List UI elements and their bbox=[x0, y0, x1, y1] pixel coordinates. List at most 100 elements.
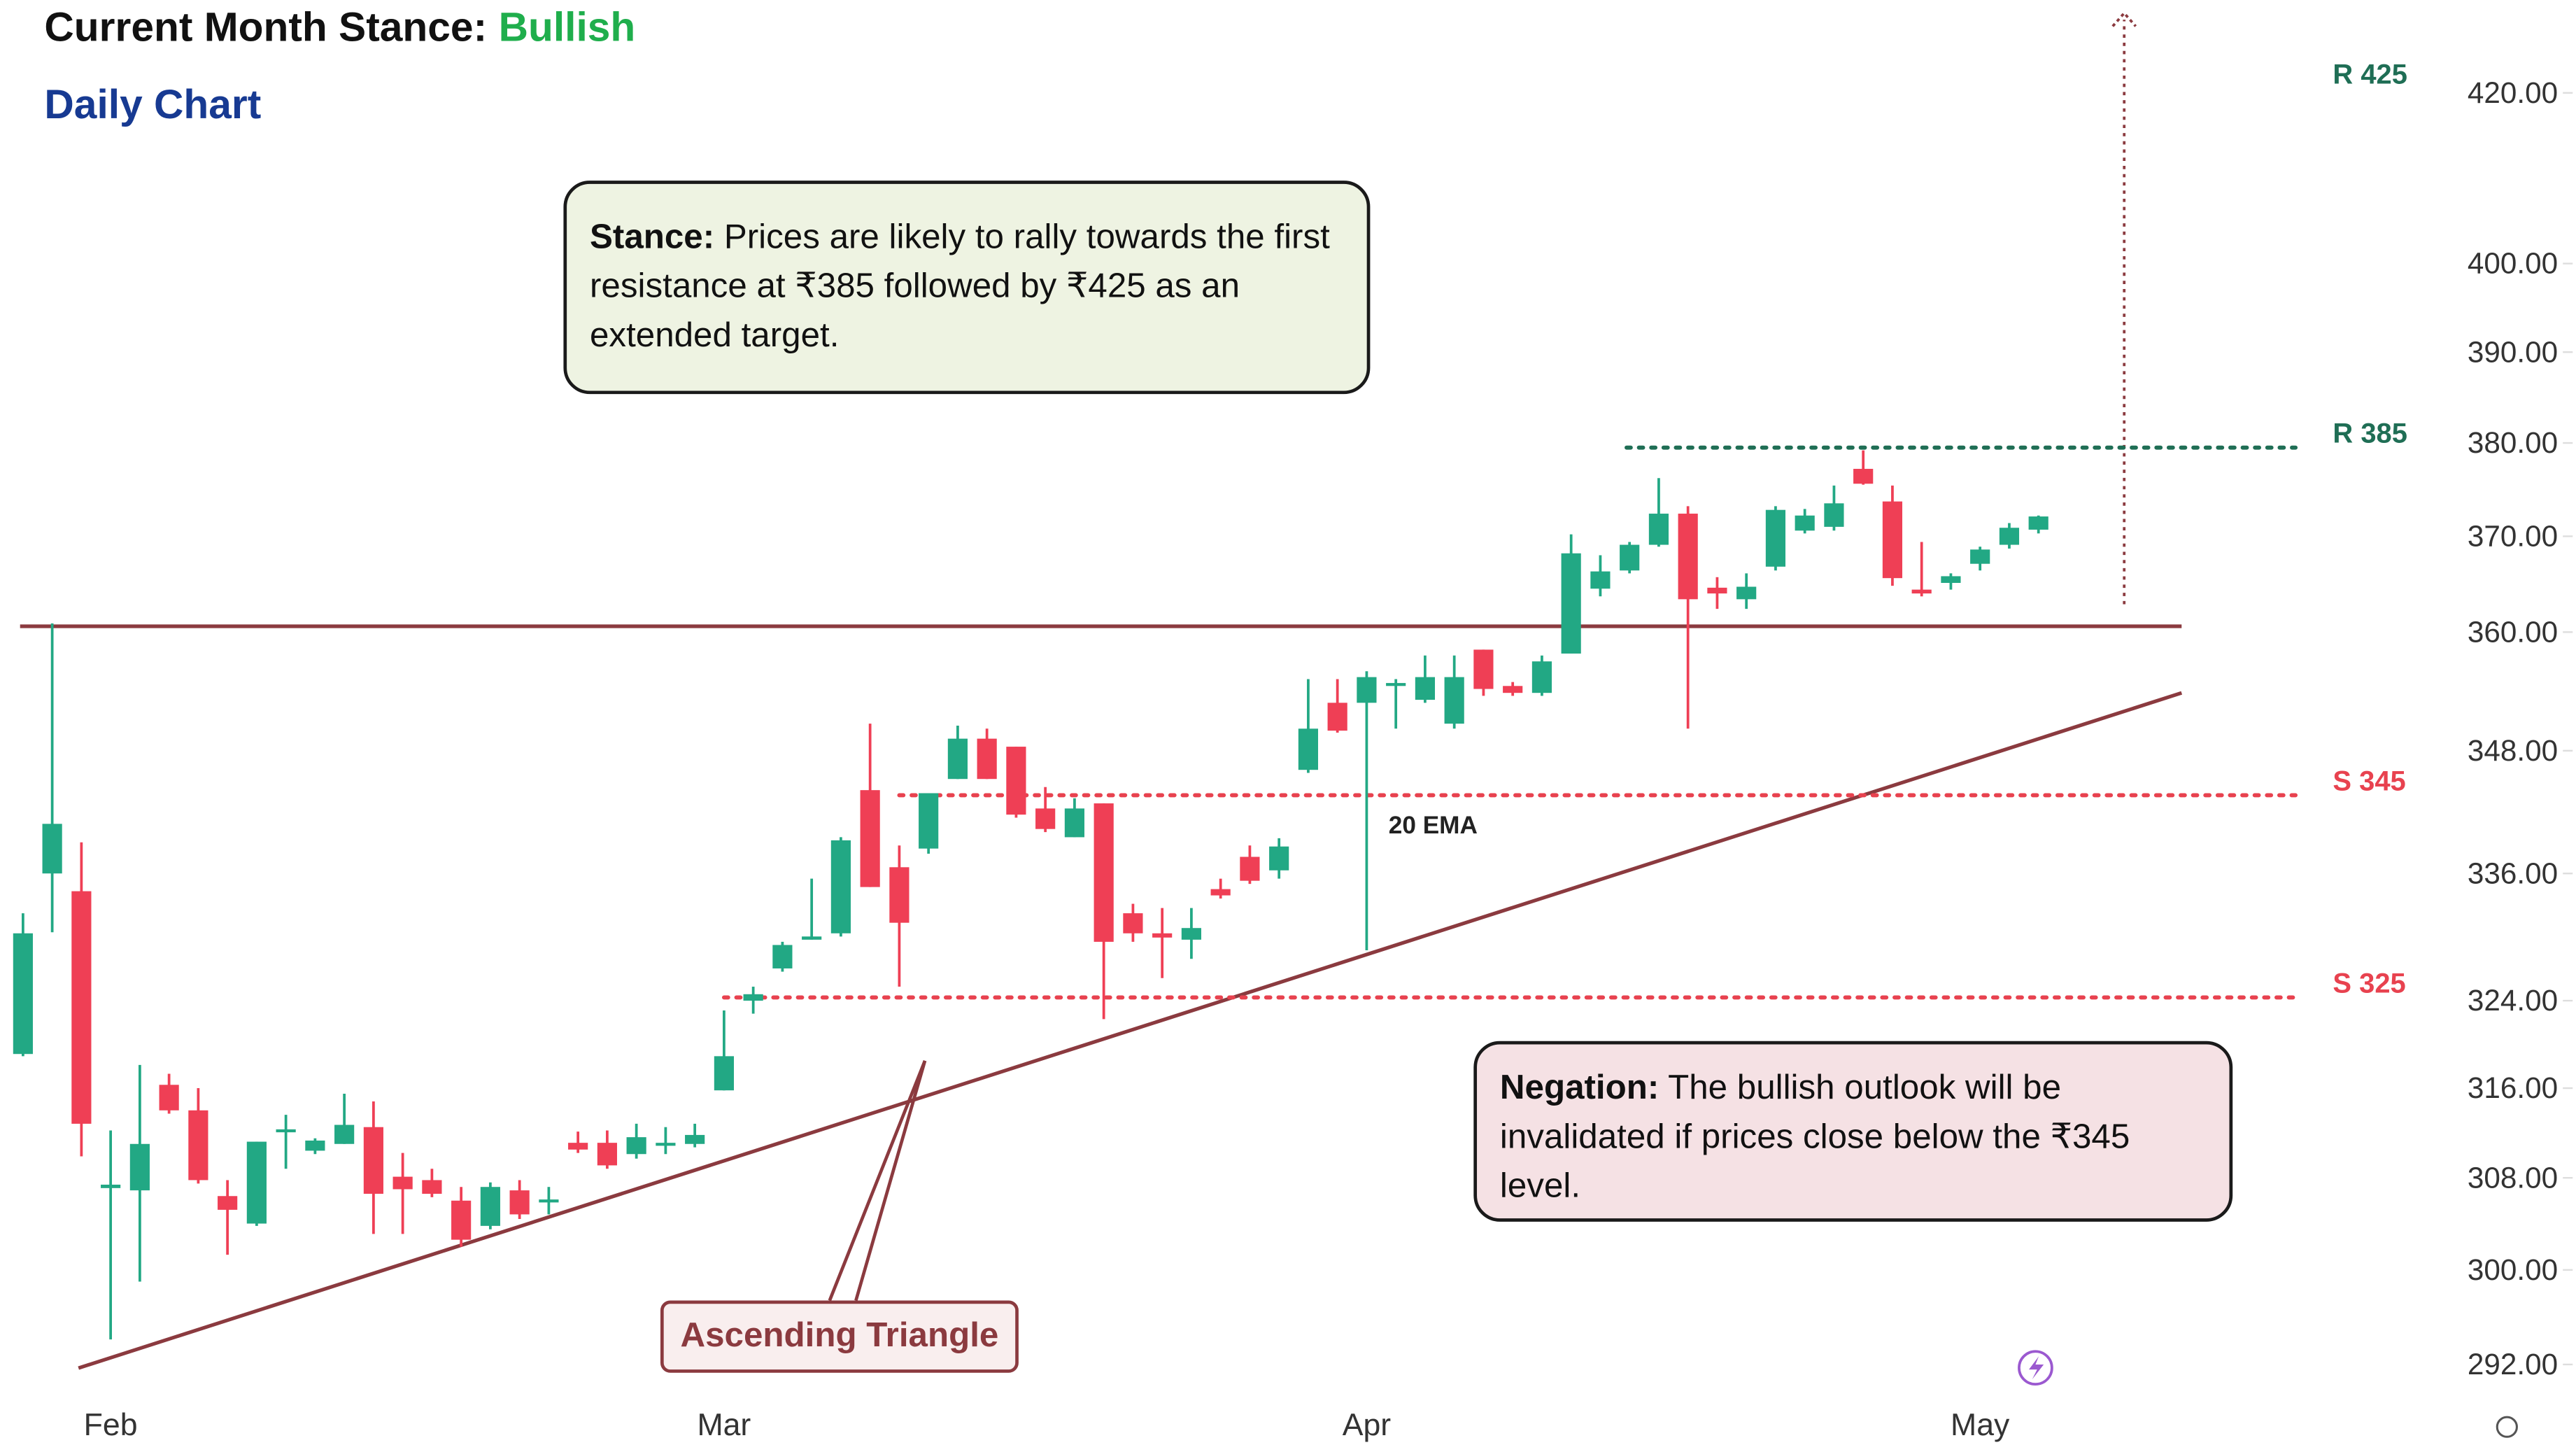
candle-body bbox=[1269, 846, 1289, 870]
candle-body bbox=[1503, 686, 1523, 693]
y-tick-label: 400.00 bbox=[2468, 247, 2558, 280]
note-text: The bullish outlook will be invalidated … bbox=[1499, 1069, 2130, 1206]
candle-body bbox=[1386, 683, 1406, 686]
y-tick-label: 348.00 bbox=[2468, 734, 2558, 767]
candle-body bbox=[1620, 544, 1640, 571]
candle-body bbox=[1911, 589, 1932, 594]
level-label: S 325 bbox=[2333, 968, 2405, 999]
icon bbox=[2496, 1416, 2518, 1438]
level-label: R 385 bbox=[2333, 418, 2407, 449]
candle-body bbox=[276, 1129, 296, 1133]
y-tick-label: 360.00 bbox=[2468, 615, 2558, 648]
x-tick-label: May bbox=[1951, 1408, 2010, 1442]
level-label: S 345 bbox=[2333, 766, 2405, 796]
candle-body bbox=[1590, 571, 1611, 589]
note-label: Negation: bbox=[1499, 1069, 1659, 1107]
candle-body bbox=[1152, 933, 1173, 938]
y-tick-label: 420.00 bbox=[2468, 76, 2558, 109]
candle-body bbox=[1853, 469, 1874, 484]
candle-body bbox=[509, 1190, 530, 1215]
y-tick-label: 308.00 bbox=[2468, 1161, 2558, 1194]
candle-body bbox=[1210, 889, 1231, 896]
candle-body bbox=[1181, 928, 1202, 940]
candle-body bbox=[422, 1180, 442, 1194]
stance-note: Stance: Prices are likely to rally towar… bbox=[563, 181, 1371, 395]
candle-body bbox=[71, 891, 92, 1124]
candle-body bbox=[626, 1137, 646, 1155]
candle-body bbox=[1795, 515, 1815, 531]
trendline bbox=[78, 691, 2183, 1370]
candle-body bbox=[1006, 747, 1026, 815]
y-tick-label: 370.00 bbox=[2468, 519, 2558, 552]
candle-body bbox=[919, 793, 939, 849]
candle-body bbox=[1882, 501, 1903, 579]
candle-body bbox=[188, 1110, 208, 1180]
title: Current Month Stance: Bullish bbox=[44, 5, 635, 52]
candle-body bbox=[2028, 516, 2048, 530]
candle-body bbox=[1035, 808, 1056, 829]
pointer bbox=[854, 1060, 927, 1302]
candle-body bbox=[830, 840, 851, 933]
target-label: R 425 bbox=[2333, 59, 2407, 90]
candle-body bbox=[129, 1143, 150, 1191]
x-tick-label: Mar bbox=[697, 1408, 751, 1442]
candle-body bbox=[451, 1200, 472, 1240]
candle-body bbox=[1531, 661, 1552, 693]
candle-body bbox=[1941, 576, 1961, 584]
candle-body bbox=[1765, 509, 1786, 567]
candle-body bbox=[656, 1143, 676, 1146]
candle-body bbox=[1561, 553, 1581, 654]
candle-body bbox=[1970, 549, 1990, 564]
candle-body bbox=[363, 1127, 383, 1194]
stance: Bullish bbox=[498, 5, 636, 51]
candle-body bbox=[42, 824, 62, 874]
candle-body bbox=[392, 1176, 413, 1190]
candle-body bbox=[246, 1141, 267, 1224]
candle-body bbox=[802, 936, 822, 940]
candle-body bbox=[1357, 677, 1377, 703]
candle-body bbox=[1678, 514, 1698, 600]
y-tick-label: 336.00 bbox=[2468, 857, 2558, 889]
candle-body bbox=[101, 1184, 121, 1188]
candle-body bbox=[1327, 703, 1347, 731]
candle-body bbox=[480, 1187, 500, 1226]
candle-body bbox=[743, 994, 763, 1001]
y-tick-label: 292.00 bbox=[2468, 1348, 2558, 1381]
candle-body bbox=[1444, 677, 1464, 724]
title-text: Current Month Stance: bbox=[44, 5, 488, 51]
candle-body bbox=[1707, 587, 1727, 594]
candle-body bbox=[714, 1056, 734, 1091]
candle-body bbox=[159, 1085, 179, 1111]
candle-body bbox=[772, 945, 793, 968]
candle-body bbox=[1298, 728, 1319, 770]
y-tick-label: 380.00 bbox=[2468, 426, 2558, 459]
note-label: Stance: bbox=[590, 218, 715, 257]
candle-body bbox=[1094, 803, 1114, 942]
candle-body bbox=[305, 1140, 325, 1151]
candle-body bbox=[1415, 677, 1436, 700]
y-tick-label: 316.00 bbox=[2468, 1071, 2558, 1104]
candle-body bbox=[1473, 649, 1494, 689]
candle-body bbox=[947, 738, 968, 780]
candle-body bbox=[1999, 528, 2020, 545]
candle-body bbox=[1824, 503, 1844, 527]
x-tick-label: Apr bbox=[1343, 1408, 1392, 1442]
x-tick-label: Feb bbox=[84, 1408, 138, 1442]
y-tick-label: 324.00 bbox=[2468, 984, 2558, 1017]
candle-body bbox=[685, 1134, 705, 1144]
candle-body bbox=[1064, 808, 1084, 838]
candle-body bbox=[597, 1143, 617, 1166]
candle-body bbox=[334, 1125, 355, 1144]
candle-body bbox=[1648, 514, 1669, 545]
negation-note: Negation: The bullish outlook will be in… bbox=[1473, 1041, 2233, 1222]
candle-body bbox=[1736, 586, 1757, 600]
note-text: Prices are likely to rally towards the f… bbox=[590, 218, 1330, 355]
candle-body bbox=[13, 933, 33, 1055]
pattern-label: Ascending Triangle bbox=[660, 1300, 1019, 1373]
candle-body bbox=[977, 738, 997, 780]
candle-body bbox=[889, 867, 910, 923]
series-label: 20 EMA bbox=[1389, 812, 1478, 839]
candle-body bbox=[539, 1199, 559, 1203]
